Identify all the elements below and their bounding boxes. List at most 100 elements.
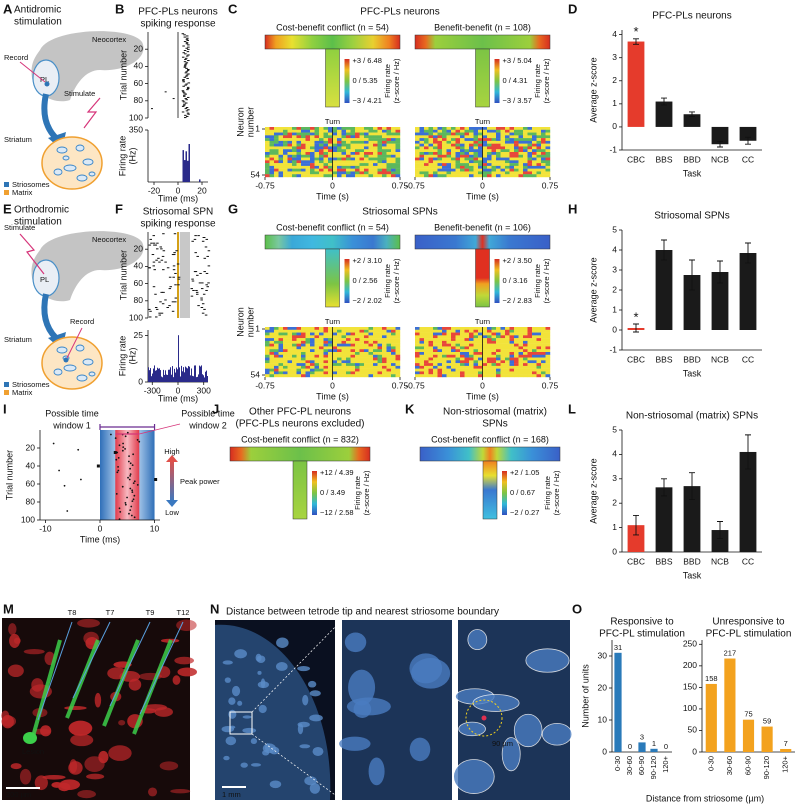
map-cell	[301, 157, 306, 161]
map-cell	[500, 352, 506, 355]
map-cell	[292, 135, 297, 139]
map-cell	[473, 343, 479, 347]
map-cell	[500, 146, 506, 150]
error-bar	[717, 141, 723, 148]
map-cell	[428, 371, 434, 375]
map-cell	[395, 127, 401, 130]
map-cell	[314, 149, 320, 153]
map-cell	[373, 146, 378, 150]
map-cell	[382, 354, 387, 358]
map-cell	[428, 338, 434, 342]
map-cell	[460, 327, 465, 330]
map-cell	[532, 160, 537, 164]
map-cell	[527, 138, 533, 142]
map-cell	[283, 138, 288, 142]
map-cell	[278, 357, 284, 361]
map-cell	[523, 143, 528, 147]
map-cell	[536, 163, 542, 167]
map-cell	[536, 360, 542, 364]
map-cell	[496, 363, 501, 367]
map-cell	[541, 343, 546, 347]
map-cell	[373, 154, 378, 158]
map-cell	[314, 152, 320, 155]
map-cell	[265, 365, 270, 369]
map-cell	[305, 143, 311, 147]
colorbar-label: +2 / 3.10	[353, 256, 382, 265]
map-cell	[301, 363, 306, 367]
map-cell	[509, 135, 515, 139]
map-cell	[346, 340, 351, 344]
map-cell	[382, 152, 387, 155]
map-cell	[373, 368, 378, 372]
map-cell	[391, 332, 396, 336]
map-cell	[496, 354, 501, 358]
spike-dot	[124, 502, 127, 504]
map-cell	[373, 352, 378, 355]
map-cell	[500, 349, 506, 353]
map-cell	[532, 329, 537, 333]
map-cell	[395, 160, 401, 164]
map-cell	[368, 327, 374, 330]
map-cell	[337, 360, 342, 364]
map-cell	[419, 154, 425, 158]
map-cell	[274, 140, 279, 144]
map-cell	[491, 338, 497, 342]
map-cell	[491, 138, 497, 142]
map-cell	[265, 135, 270, 139]
x-tick-label: 60-90	[637, 756, 646, 775]
spike-dot	[131, 489, 134, 492]
map-cell	[395, 374, 401, 378]
map-cell	[341, 163, 347, 167]
spike-dot	[131, 491, 134, 493]
map-cell	[473, 132, 479, 136]
map-cell	[541, 365, 546, 369]
y-tick-label: 100	[129, 312, 143, 322]
map-cell	[491, 354, 497, 358]
map-cell	[419, 157, 425, 161]
map-cell	[391, 171, 396, 175]
map-cell	[446, 138, 452, 142]
colorbar-label: +3 / 6.48	[353, 56, 382, 65]
map-cell	[545, 346, 551, 350]
map-cell	[532, 335, 537, 339]
map-cell	[301, 149, 306, 153]
map-cell	[395, 168, 401, 172]
map-cell	[446, 135, 452, 139]
map-cell	[269, 152, 275, 155]
map-cell	[518, 340, 524, 344]
striosome-blob	[255, 653, 262, 662]
tetrode-pointer	[72, 621, 111, 699]
red-blob	[147, 787, 158, 797]
map-cell	[301, 357, 306, 361]
map-cell	[395, 352, 401, 355]
map-cell	[446, 340, 452, 344]
map-cell	[478, 140, 483, 144]
map-cell	[424, 168, 429, 172]
map-cell	[301, 143, 306, 147]
map-track	[414, 234, 551, 250]
map-cell	[323, 149, 329, 153]
map-cell	[442, 332, 447, 336]
map-cell	[415, 346, 420, 350]
map-cell	[419, 371, 425, 375]
map-cell	[437, 338, 443, 342]
map-cell	[278, 146, 284, 150]
map-cell	[541, 152, 546, 155]
map-cell	[287, 129, 293, 133]
map-cell	[373, 174, 378, 178]
map-cell	[283, 174, 288, 178]
map-cell	[364, 357, 369, 361]
map-cell	[269, 329, 275, 333]
map-cell	[314, 138, 320, 142]
map-cell	[478, 371, 483, 375]
map-cell	[310, 340, 315, 344]
map-cell	[296, 338, 302, 342]
hist-bar	[180, 376, 181, 382]
spike-dot	[129, 475, 132, 477]
spike-dot	[124, 503, 127, 506]
map-cell	[292, 152, 297, 155]
map-cell	[319, 140, 324, 144]
striosome	[56, 346, 68, 354]
hist-bar	[164, 374, 165, 382]
map-cell	[442, 363, 447, 367]
